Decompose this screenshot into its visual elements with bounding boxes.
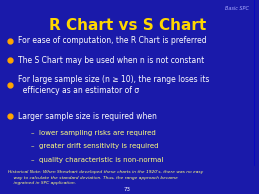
Text: Historical Note: When Shewhart developed these charts in the 1920's, there was n: Historical Note: When Shewhart developed… [8,170,203,185]
Text: 73: 73 [124,187,131,192]
Text: –  quality characteristic is non-normal: – quality characteristic is non-normal [31,157,163,163]
Text: The S Chart may be used when n is not constant: The S Chart may be used when n is not co… [18,56,204,65]
Text: Larger sample size is required when: Larger sample size is required when [18,112,157,121]
Text: For large sample size (n ≥ 10), the range loses its
  efficiency as an estimator: For large sample size (n ≥ 10), the rang… [18,75,209,95]
Text: –  greater drift sensitivity is required: – greater drift sensitivity is required [31,144,158,149]
Text: R Chart vs S Chart: R Chart vs S Chart [48,18,206,33]
Text: Basic SPC: Basic SPC [225,6,249,11]
Text: For ease of computation, the R Chart is preferred: For ease of computation, the R Chart is … [18,36,206,45]
Text: –  lower sampling risks are required: – lower sampling risks are required [31,130,155,136]
